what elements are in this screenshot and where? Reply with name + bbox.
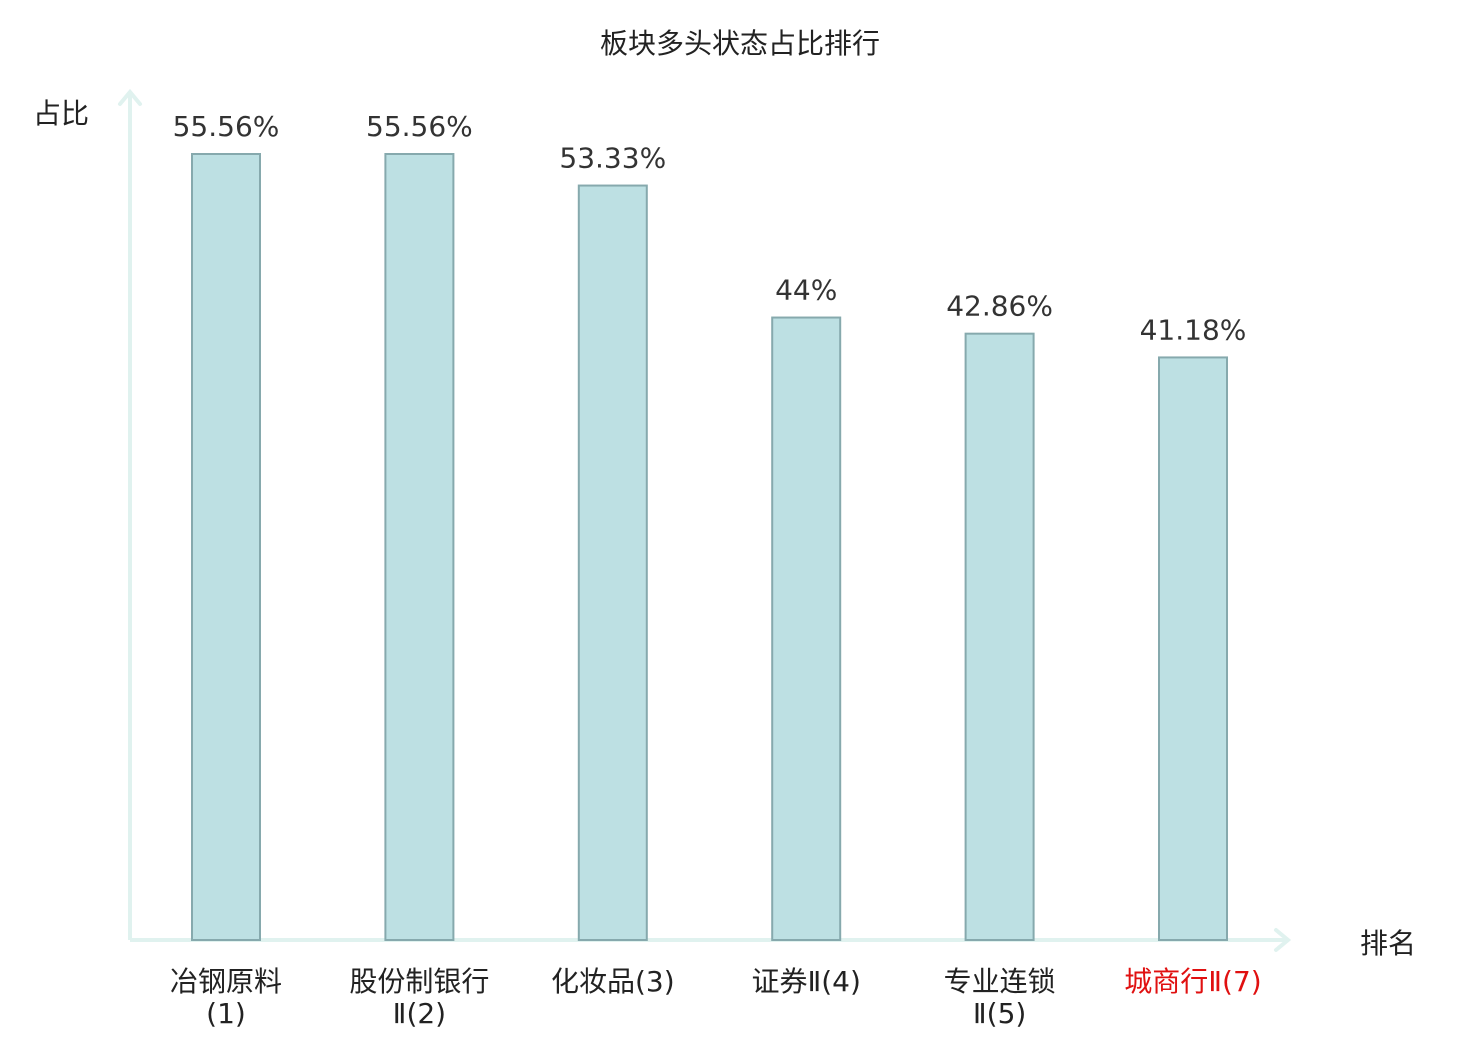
bar [384,153,455,941]
x-tick-label: 股份制银行Ⅱ(2) [349,965,490,1030]
bar [964,332,1035,941]
x-tick-label: 证券Ⅱ(4) [751,965,861,998]
chart-title: 板块多头状态占比排行 [599,27,880,60]
x-tick-label: 冶钢原料(1) [169,965,282,1030]
bars [191,153,1228,942]
x-tick-label: 专业连锁Ⅱ(5) [943,965,1056,1030]
value-labels: 55.56% 55.56% 53.33% 44% 42.86% 41.18% [173,110,1247,346]
x-axis-arrow [1274,928,1292,952]
y-axis-arrow [118,88,142,106]
bar-value-label: 53.33% [559,142,666,175]
bar-value-label: 42.86% [946,290,1053,323]
bar [577,184,648,941]
bar-value-label: 44% [775,274,837,307]
x-tick-label: 城商行Ⅱ(7) [1124,965,1262,998]
bar [1158,356,1228,942]
bar-value-label: 55.56% [173,110,280,143]
bar-value-label: 55.56% [366,110,473,143]
bar [191,153,261,941]
axes [118,88,1292,952]
x-axis-label: 排名 [1360,927,1417,960]
bar-value-label: 41.18% [1140,313,1247,346]
bar [771,316,842,942]
x-tick-label: 化妆品(3) [550,965,675,998]
y-axis-label: 占比 [33,97,90,130]
